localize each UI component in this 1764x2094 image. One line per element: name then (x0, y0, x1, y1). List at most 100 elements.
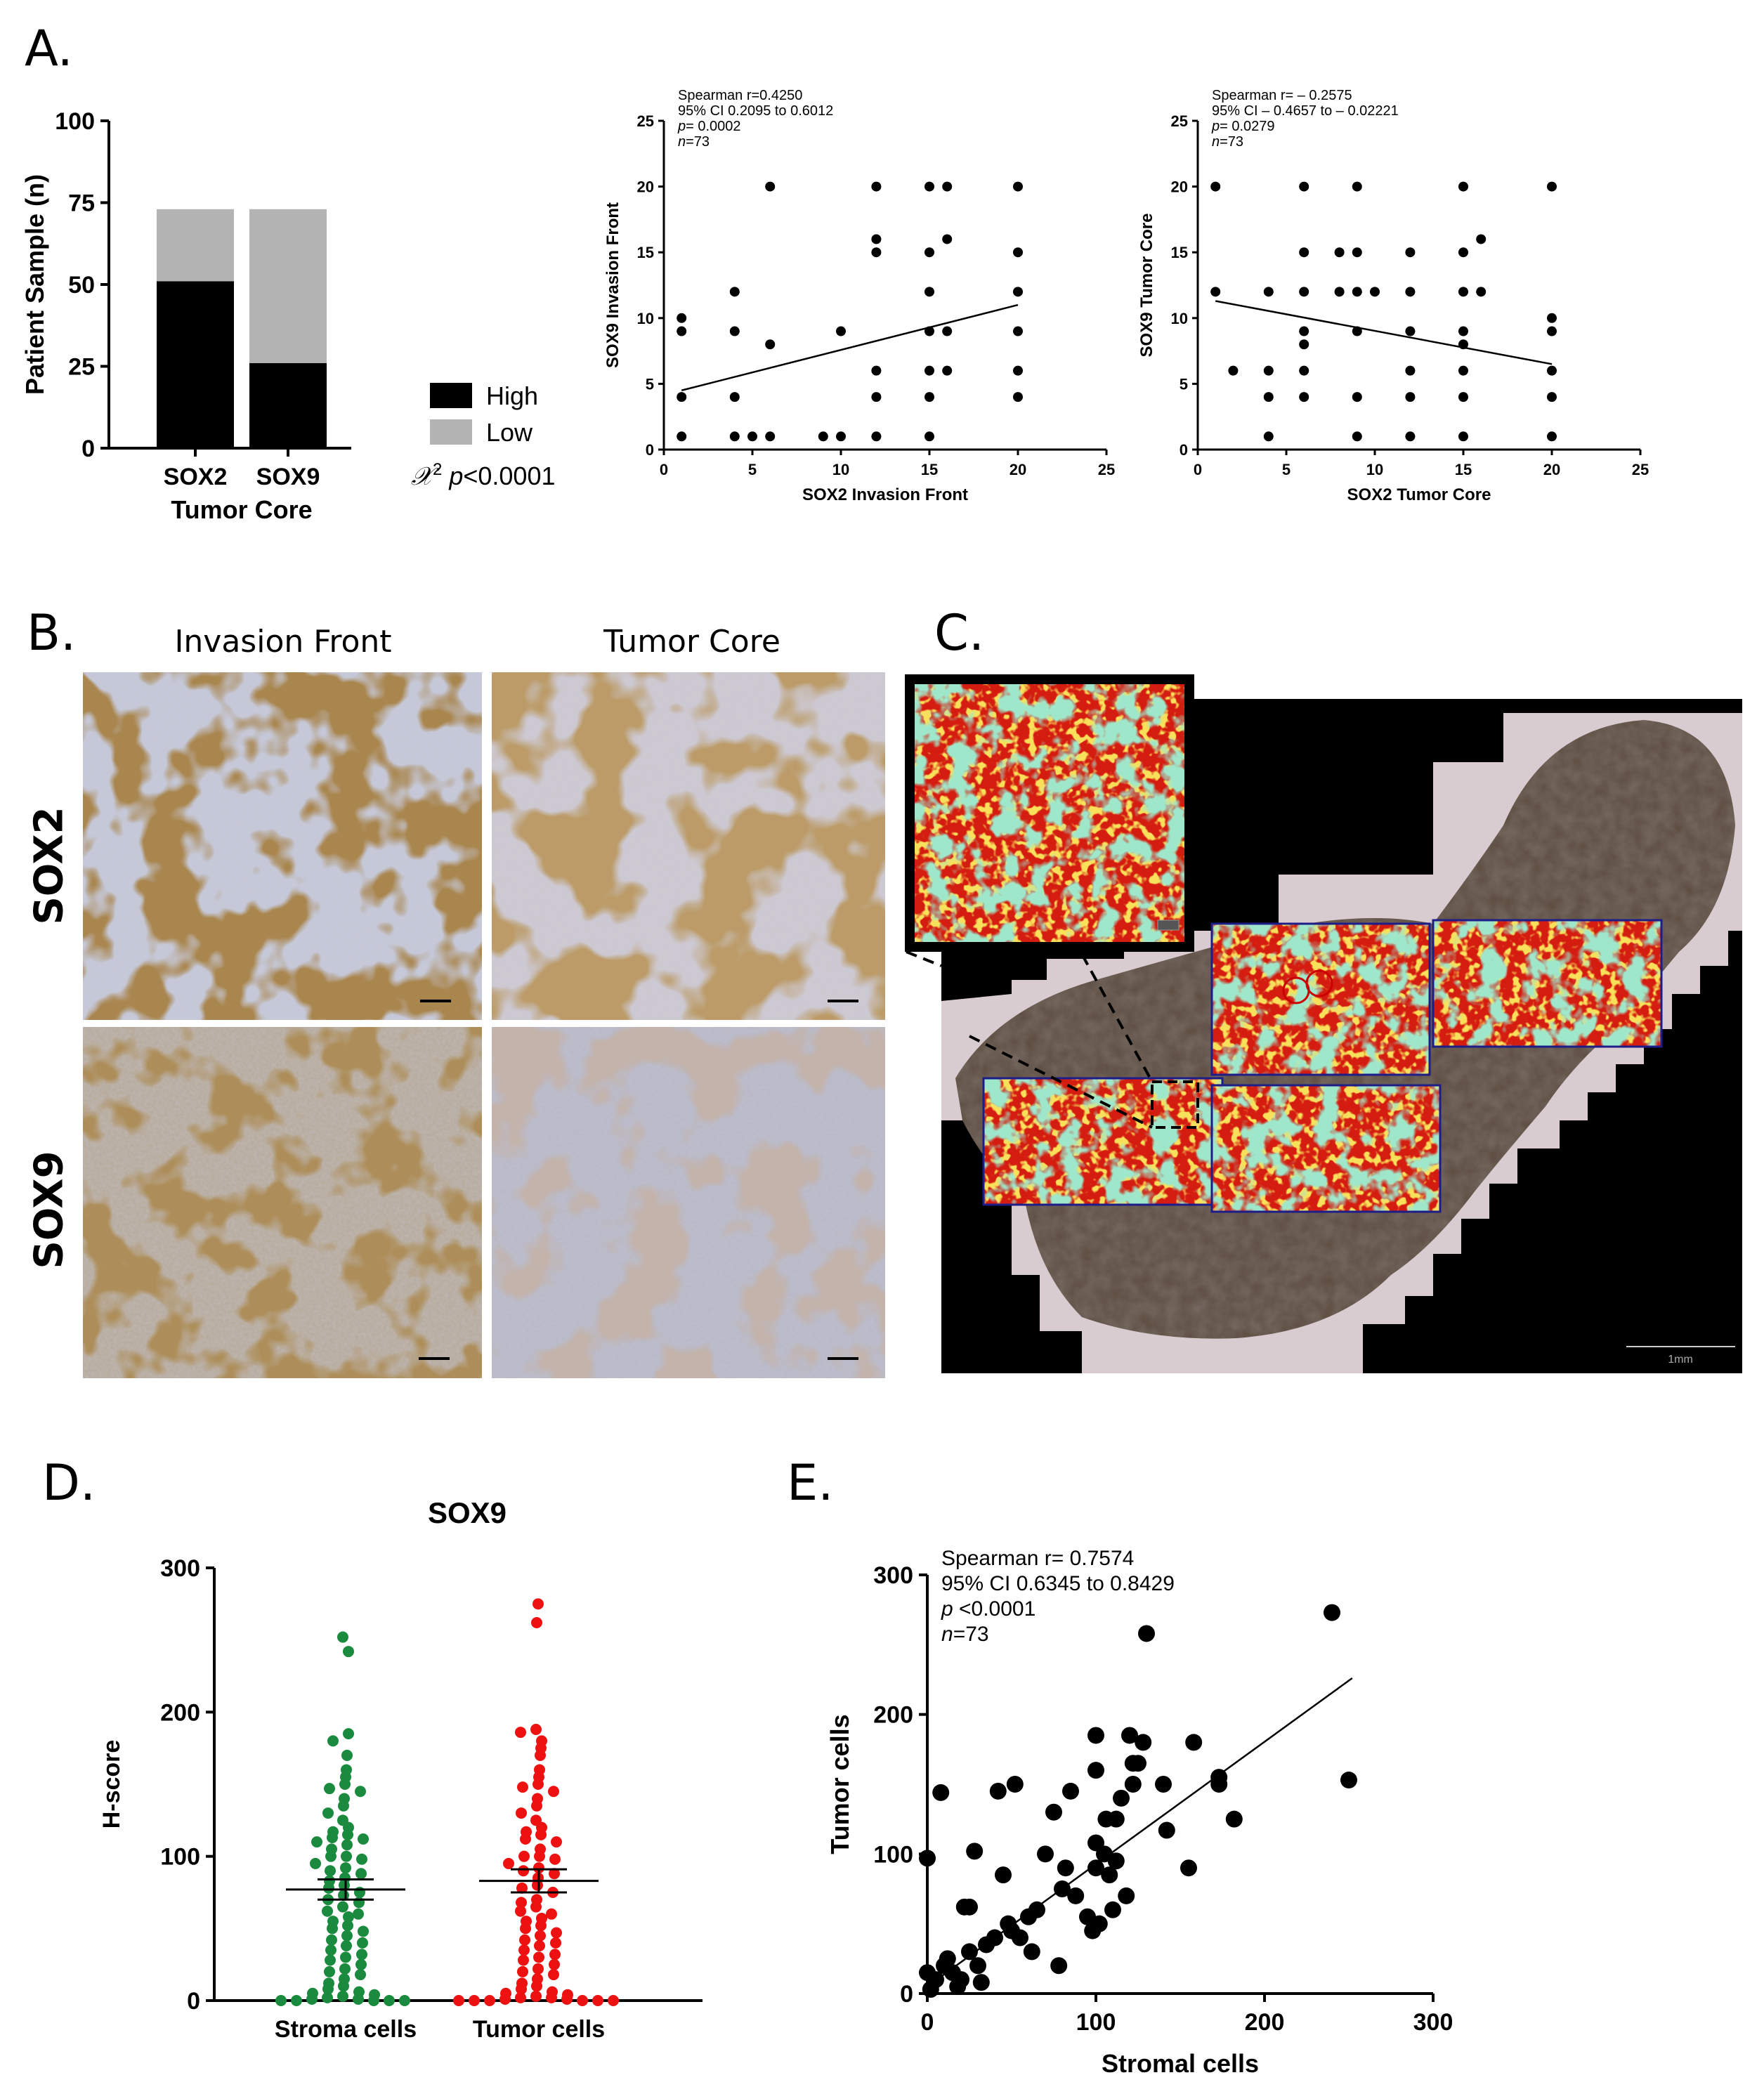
x-tick-label: 25 (1098, 461, 1115, 478)
y-tick-label: 100 (160, 1844, 200, 1871)
x-category-label: Tumor cells (473, 2016, 605, 2043)
data-point (1054, 1880, 1071, 1897)
data-point-stroma (327, 1735, 339, 1747)
data-point-tumor (530, 1901, 542, 1913)
bar-low-sox9 (249, 209, 327, 363)
data-point (986, 1929, 1003, 1946)
data-point (1299, 247, 1309, 258)
y-tick-label: 100 (873, 1841, 913, 1868)
data-point-stroma (343, 1911, 354, 1923)
data-point-tumor (469, 1995, 480, 2006)
data-point-stroma (311, 1836, 322, 1848)
data-point-tumor (531, 1617, 542, 1629)
data-point (1023, 1943, 1040, 1961)
data-point (729, 287, 740, 297)
data-point (1299, 287, 1309, 297)
data-point-tumor (533, 1598, 544, 1610)
stat-annotation-line: p= 0.0279 (1211, 119, 1275, 134)
x-tick-label: 5 (1282, 461, 1291, 478)
data-point (1113, 1789, 1130, 1807)
scale-label: 1mm (1668, 1354, 1693, 1366)
data-point (1334, 247, 1345, 258)
data-point (1547, 365, 1557, 376)
data-point-tumor (550, 1937, 561, 1949)
analysis-region-2 (1210, 922, 1431, 1076)
data-point (1547, 181, 1557, 192)
data-point-stroma (322, 1807, 334, 1819)
x-axis-title: SOX2 Invasion Front (802, 485, 968, 504)
data-point (1476, 287, 1487, 297)
data-point-stroma (339, 1963, 351, 1975)
x-tick-label: SOX9 (256, 464, 320, 490)
data-point-tumor (577, 1995, 588, 2006)
data-point (1458, 365, 1468, 376)
data-point (1210, 181, 1221, 192)
data-point (1458, 326, 1468, 336)
data-point (871, 234, 882, 244)
data-point (1405, 247, 1416, 258)
data-point (1352, 431, 1362, 442)
y-tick-label: 25 (1171, 112, 1188, 130)
data-point-stroma (325, 1850, 337, 1862)
data-point (1299, 181, 1309, 192)
data-point (1352, 287, 1362, 297)
data-point-tumor (533, 1963, 544, 1975)
data-point-tumor (530, 1723, 542, 1735)
data-point (1087, 1727, 1104, 1744)
y-axis-title: Tumor cells (825, 1714, 854, 1854)
data-point-stroma (342, 1828, 353, 1840)
data-point-tumor (548, 1786, 559, 1798)
data-point (729, 431, 740, 442)
bar-high-sox2 (157, 281, 234, 448)
chi-square-stat: 𝒳2 p<0.0001 (411, 460, 556, 490)
legend-label-high: High (486, 381, 538, 410)
bar-high-sox9 (249, 362, 327, 448)
data-point-tumor (518, 1954, 529, 1966)
y-tick-label: 15 (637, 244, 654, 261)
data-point (1124, 1776, 1142, 1793)
data-point (1405, 287, 1416, 297)
data-point (765, 431, 776, 442)
x-tick-label: 0 (1194, 461, 1202, 478)
data-point (1547, 326, 1557, 336)
data-point (1135, 1734, 1152, 1751)
data-point (818, 431, 828, 442)
data-point (1057, 1859, 1074, 1877)
data-point (1263, 392, 1274, 403)
data-point-stroma (322, 1991, 333, 2003)
data-point-tumor (516, 1882, 528, 1894)
data-point-stroma (306, 1993, 318, 2005)
data-point (989, 1782, 1007, 1800)
stat-annotation-line: p <0.0001 (941, 1597, 1035, 1621)
y-tick-label: 75 (68, 190, 95, 217)
data-point-stroma (322, 1983, 334, 1995)
data-point-stroma (343, 1646, 354, 1658)
data-point-tumor (608, 1995, 619, 2006)
x-category-label: Stroma cells (275, 2016, 417, 2043)
data-point (1118, 1887, 1135, 1904)
data-point-stroma (341, 1939, 352, 1951)
x-axis-title: SOX2 Tumor Core (1347, 485, 1491, 504)
analysis-region-4 (1210, 1084, 1442, 1213)
y-tick-label: 25 (637, 112, 654, 130)
x-tick-label: 10 (832, 461, 849, 478)
data-point-stroma (341, 1930, 353, 1942)
data-point (1299, 392, 1309, 403)
micrograph-sox2-tumor-core (492, 672, 885, 1020)
data-point-stroma (324, 1783, 335, 1795)
data-point-stroma (327, 1831, 338, 1843)
data-point (1090, 1915, 1108, 1932)
data-point (1107, 1810, 1125, 1828)
data-point (942, 326, 953, 336)
data-point (1352, 392, 1362, 403)
data-point (1299, 326, 1309, 336)
analysis-region-3 (1432, 919, 1663, 1048)
col-header-invasion-front: Invasion Front (174, 624, 392, 660)
data-point (1547, 313, 1557, 323)
zoom-inset (905, 674, 1194, 952)
data-point-stroma (355, 1868, 367, 1880)
y-tick-label: 5 (1180, 375, 1188, 393)
data-point-tumor (503, 1857, 514, 1869)
data-point (961, 1943, 978, 1961)
data-point (1458, 181, 1468, 192)
